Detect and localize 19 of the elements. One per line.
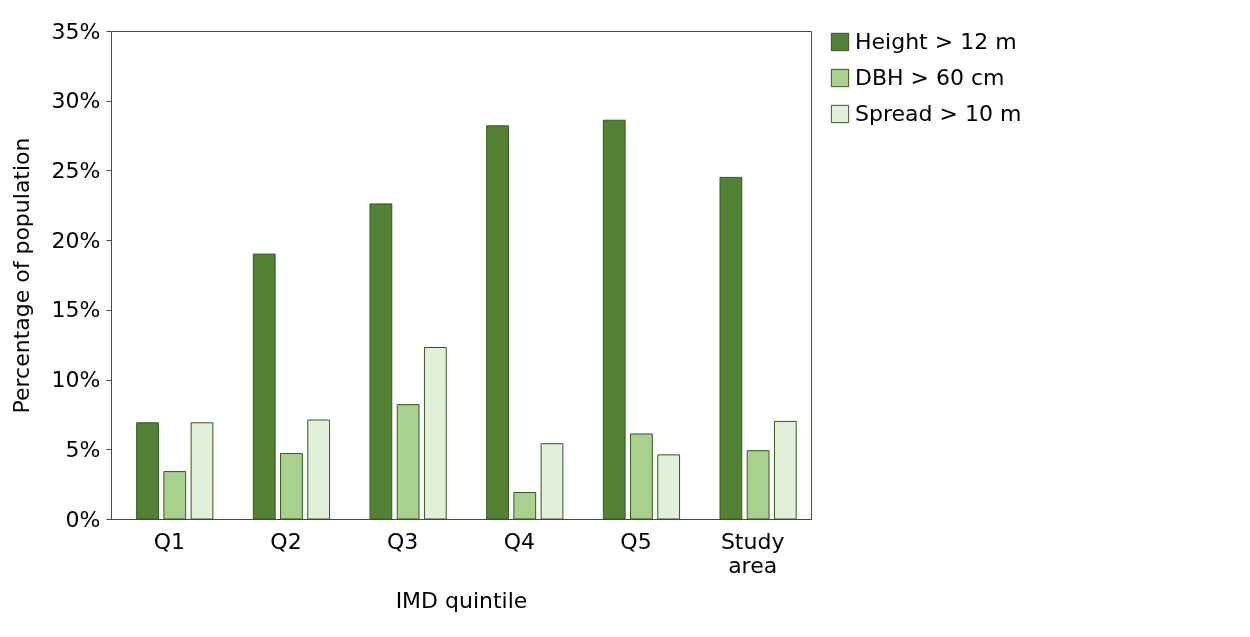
y-tick-label: 20% [51, 227, 101, 253]
legend-label: DBH > 60 cm [855, 65, 1005, 90]
x-tick-label: Study area [720, 528, 785, 578]
x-tick-label: Q5 [620, 528, 652, 554]
y-tick-label: 35% [51, 18, 101, 44]
y-tick-label: 5% [65, 436, 101, 462]
legend-label: Height > 12 m [855, 29, 1017, 54]
legend-label: Spread > 10 m [855, 101, 1022, 126]
x-tick-label: Q4 [503, 528, 535, 554]
y-tick-label: 0% [65, 506, 101, 532]
x-axis-title: IMD quintile [395, 587, 528, 613]
y-tick-label: 15% [51, 297, 101, 323]
y-tick-label: 30% [51, 88, 101, 114]
y-tick-label: 10% [51, 367, 101, 393]
x-tick-label: Q1 [153, 528, 185, 554]
x-tick-label: Q3 [387, 528, 419, 554]
y-tick-label: 25% [51, 157, 101, 183]
x-tick-label: Q2 [270, 528, 302, 554]
y-axis-title: Percentage of population [8, 137, 34, 414]
